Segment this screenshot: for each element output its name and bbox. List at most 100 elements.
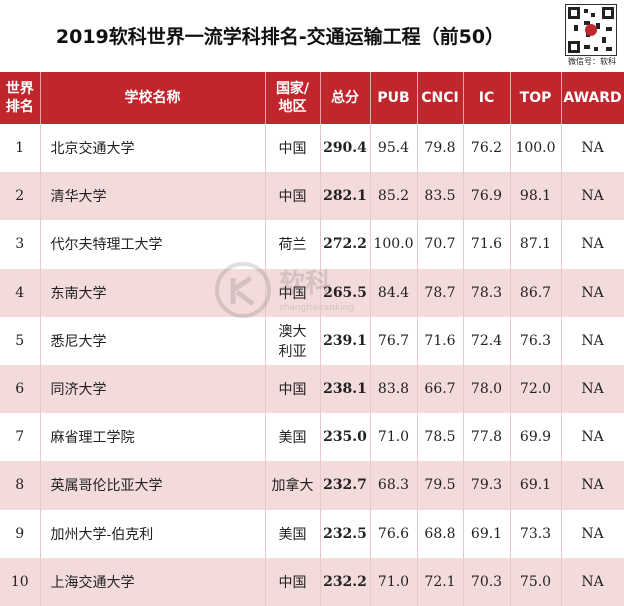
ic-cell: 71.6 <box>463 220 511 269</box>
header-ic: IC <box>463 72 511 124</box>
region-cell: 美国 <box>265 509 321 558</box>
table-row: 4 东南大学 中国 265.5 84.4 78.7 78.3 86.7 NA <box>0 268 624 317</box>
award-cell: NA <box>561 124 624 173</box>
pub-cell: 100.0 <box>370 220 418 269</box>
award-cell: NA <box>561 557 624 606</box>
award-cell: NA <box>561 413 624 462</box>
table-row: 9 加州大学-伯克利 美国 232.5 76.6 68.8 69.1 73.3 NA <box>0 509 624 558</box>
header-award: AWARD <box>561 72 624 124</box>
school-name-cell: 东南大学 <box>40 268 266 317</box>
cnci-cell: 68.8 <box>417 509 464 558</box>
school-name-cell: 悉尼大学 <box>40 316 266 365</box>
header-region: 国家/地区 <box>265 72 321 124</box>
pub-cell: 71.0 <box>370 413 418 462</box>
region-cell: 澳大 利亚 <box>265 316 321 365</box>
rank-cell: 1 <box>0 124 41 173</box>
award-cell: NA <box>561 461 624 510</box>
total-score-cell: 232.5 <box>320 509 371 558</box>
header-pub: PUB <box>370 72 418 124</box>
region-cell: 中国 <box>265 557 321 606</box>
cnci-cell: 79.8 <box>417 124 464 173</box>
pub-cell: 68.3 <box>370 461 418 510</box>
ic-cell: 69.1 <box>463 509 511 558</box>
award-cell: NA <box>561 509 624 558</box>
table-row: 5 悉尼大学 澳大 利亚 239.1 76.7 71.6 72.4 76.3 NA <box>0 316 624 365</box>
table-row: 10 上海交通大学 中国 232.2 71.0 72.1 70.3 75.0 NA <box>0 557 624 606</box>
pub-cell: 85.2 <box>370 172 418 221</box>
table-row: 7 麻省理工学院 美国 235.0 71.0 78.5 77.8 69.9 NA <box>0 413 624 462</box>
award-cell: NA <box>561 268 624 317</box>
region-cell: 加拿大 <box>265 461 321 510</box>
top-cell: 86.7 <box>510 268 562 317</box>
region-cell: 中国 <box>265 268 321 317</box>
ic-cell: 78.0 <box>463 364 511 414</box>
cnci-cell: 70.7 <box>417 220 464 269</box>
award-cell: NA <box>561 364 624 414</box>
ic-cell: 76.9 <box>463 172 511 221</box>
rank-cell: 8 <box>0 461 41 510</box>
total-score-cell: 232.7 <box>320 461 371 510</box>
school-name-cell: 英属哥伦比亚大学 <box>40 461 266 510</box>
pub-cell: 84.4 <box>370 268 418 317</box>
cnci-cell: 79.5 <box>417 461 464 510</box>
cnci-cell: 78.7 <box>417 268 464 317</box>
pub-cell: 76.7 <box>370 316 418 365</box>
school-name-cell: 代尔夫特理工大学 <box>40 220 266 269</box>
ic-cell: 77.8 <box>463 413 511 462</box>
top-cell: 69.1 <box>510 461 562 510</box>
rank-cell: 9 <box>0 509 41 558</box>
table-row: 2 清华大学 中国 282.1 85.2 83.5 76.9 98.1 NA <box>0 172 624 221</box>
pub-cell: 95.4 <box>370 124 418 173</box>
rank-cell: 10 <box>0 557 41 606</box>
pub-cell: 83.8 <box>370 364 418 414</box>
award-cell: NA <box>561 316 624 365</box>
pub-cell: 76.6 <box>370 509 418 558</box>
region-cell: 荷兰 <box>265 220 321 269</box>
ic-cell: 72.4 <box>463 316 511 365</box>
award-cell: NA <box>561 220 624 269</box>
rank-cell: 7 <box>0 413 41 462</box>
rank-cell: 6 <box>0 364 41 414</box>
ic-cell: 76.2 <box>463 124 511 173</box>
ranking-table: 世界 排名 学校名称 国家/地区 总分 PUB CNCI IC TOP AWARD 1 北京交通大学… <box>0 72 624 606</box>
rank-cell: 2 <box>0 172 41 221</box>
pub-cell: 71.0 <box>370 557 418 606</box>
total-score-cell: 272.2 <box>320 220 371 269</box>
header-school-name: 学校名称 <box>40 72 266 124</box>
total-score-cell: 290.4 <box>320 124 371 173</box>
qr-code-image <box>565 4 617 56</box>
total-score-cell: 238.1 <box>320 364 371 414</box>
header-rank: 世界 排名 <box>0 72 41 124</box>
qr-caption: 微信号：软科 <box>568 57 616 66</box>
region-cell: 中国 <box>265 172 321 221</box>
school-name-cell: 北京交通大学 <box>40 124 266 173</box>
rank-cell: 5 <box>0 316 41 365</box>
ic-cell: 79.3 <box>463 461 511 510</box>
table-row: 6 同济大学 中国 238.1 83.8 66.7 78.0 72.0 NA <box>0 364 624 414</box>
school-name-cell: 麻省理工学院 <box>40 413 266 462</box>
total-score-cell: 235.0 <box>320 413 371 462</box>
region-cell: 美国 <box>265 413 321 462</box>
total-score-cell: 282.1 <box>320 172 371 221</box>
cnci-cell: 71.6 <box>417 316 464 365</box>
table-header-row: 世界 排名 学校名称 国家/地区 总分 PUB CNCI IC TOP AWARD <box>0 72 624 124</box>
top-cell: 72.0 <box>510 364 562 414</box>
table-row: 1 北京交通大学 中国 290.4 95.4 79.8 76.2 100.0 NA <box>0 124 624 173</box>
page-title: 2019软科世界一流学科排名-交通运输工程（前50） <box>55 25 505 48</box>
top-cell: 69.9 <box>510 413 562 462</box>
total-score-cell: 265.5 <box>320 268 371 317</box>
school-name-cell: 同济大学 <box>40 364 266 414</box>
ic-cell: 78.3 <box>463 268 511 317</box>
top-cell: 87.1 <box>510 220 562 269</box>
school-name-cell: 清华大学 <box>40 172 266 221</box>
region-cell: 中国 <box>265 124 321 173</box>
table-row: 8 英属哥伦比亚大学 加拿大 232.7 68.3 79.5 79.3 69.1 NA <box>0 461 624 510</box>
cnci-cell: 83.5 <box>417 172 464 221</box>
top-cell: 98.1 <box>510 172 562 221</box>
school-name-cell: 加州大学-伯克利 <box>40 509 266 558</box>
award-cell: NA <box>561 172 624 221</box>
ic-cell: 70.3 <box>463 557 511 606</box>
cnci-cell: 78.5 <box>417 413 464 462</box>
region-cell: 中国 <box>265 364 321 414</box>
rank-cell: 4 <box>0 268 41 317</box>
